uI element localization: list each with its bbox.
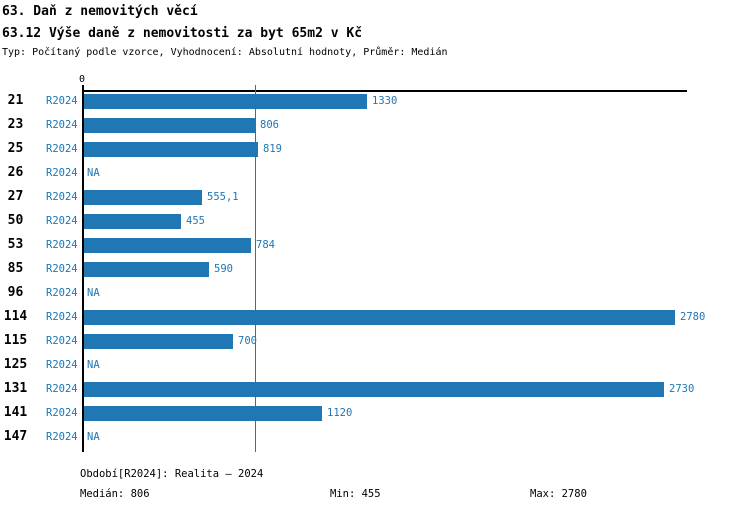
bar — [84, 214, 181, 229]
row-series-label: R2024 — [46, 191, 78, 203]
x-axis-line — [82, 90, 687, 92]
bar-value-label: 2780 — [680, 311, 706, 323]
row-category-label: 85 — [7, 261, 24, 276]
row-category-label: 26 — [7, 165, 24, 180]
row-series-label: R2024 — [46, 335, 78, 347]
row-category-label: 114 — [3, 309, 28, 324]
row-category-label: 131 — [3, 381, 28, 396]
footer-min-stat: Min: 455 — [330, 488, 381, 500]
bar-na-label: NA — [87, 431, 100, 443]
row-series-label: R2024 — [46, 287, 78, 299]
bar — [84, 238, 251, 253]
row-series-label: R2024 — [46, 167, 78, 179]
bar-na-label: NA — [87, 287, 100, 299]
row-category-label: 50 — [7, 213, 24, 228]
row-category-label: 125 — [3, 357, 28, 372]
row-series-label: R2024 — [46, 215, 78, 227]
row-category-label: 21 — [7, 93, 24, 108]
row-series-label: R2024 — [46, 407, 78, 419]
bar-value-label: 555,1 — [207, 191, 239, 203]
bar — [84, 142, 258, 157]
chart-subtitle: 63.12 Výše daně z nemovitosti za byt 65m… — [2, 26, 363, 41]
row-series-label: R2024 — [46, 119, 78, 131]
bar — [84, 118, 255, 133]
y-axis-line — [82, 85, 84, 452]
bar-na-label: NA — [87, 167, 100, 179]
row-category-label: 25 — [7, 141, 24, 156]
row-category-label: 23 — [7, 117, 24, 132]
bar-value-label: 700 — [238, 335, 257, 347]
row-series-label: R2024 — [46, 143, 78, 155]
bar-value-label: 590 — [214, 263, 233, 275]
row-category-label: 96 — [7, 285, 24, 300]
bar — [84, 190, 202, 205]
bar — [84, 262, 209, 277]
bar — [84, 310, 675, 325]
bar-value-label: 1120 — [327, 407, 353, 419]
footer-max-stat: Max: 2780 — [530, 488, 587, 500]
page-title: 63. Daň z nemovitých věcí — [2, 4, 198, 19]
row-series-label: R2024 — [46, 311, 78, 323]
footer-period-label: Období[R2024]: Realita – 2024 — [80, 468, 264, 480]
median-reference-line — [255, 85, 256, 452]
bar-value-label: 1330 — [372, 95, 398, 107]
x-axis-zero-tick-label: 0 — [78, 74, 86, 85]
bar — [84, 334, 233, 349]
bar-value-label: 806 — [260, 119, 279, 131]
bar-value-label: 784 — [256, 239, 275, 251]
row-category-label: 147 — [3, 429, 28, 444]
row-category-label: 27 — [7, 189, 24, 204]
row-series-label: R2024 — [46, 359, 78, 371]
row-series-label: R2024 — [46, 431, 78, 443]
row-category-label: 53 — [7, 237, 24, 252]
bar-value-label: 2730 — [669, 383, 695, 395]
footer-median-stat: Medián: 806 — [80, 488, 150, 500]
row-category-label: 115 — [3, 333, 28, 348]
row-series-label: R2024 — [46, 383, 78, 395]
row-series-label: R2024 — [46, 95, 78, 107]
bar-value-label: 819 — [263, 143, 282, 155]
row-series-label: R2024 — [46, 239, 78, 251]
chart-meta-line: Typ: Počítaný podle vzorce, Vyhodnocení:… — [2, 47, 448, 58]
bar — [84, 406, 322, 421]
bar — [84, 382, 664, 397]
row-series-label: R2024 — [46, 263, 78, 275]
bar-na-label: NA — [87, 359, 100, 371]
bar-value-label: 455 — [186, 215, 205, 227]
bar — [84, 94, 367, 109]
row-category-label: 141 — [3, 405, 28, 420]
